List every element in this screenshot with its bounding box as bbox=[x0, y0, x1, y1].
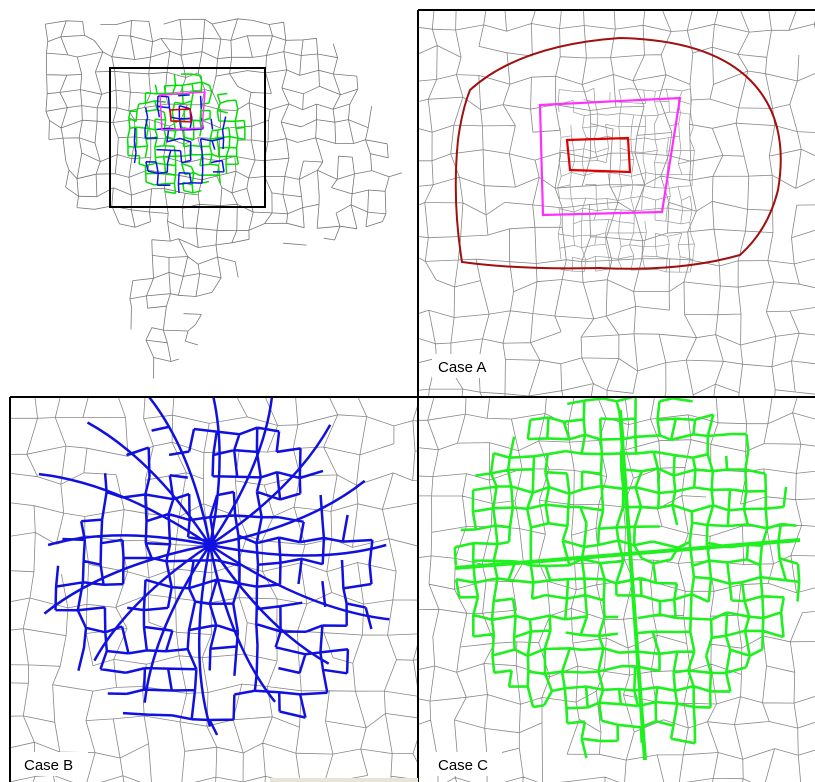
road-network bbox=[45, 19, 402, 379]
scrap bbox=[270, 778, 418, 782]
case-c-panel bbox=[399, 384, 815, 782]
overview-panel bbox=[45, 19, 402, 379]
radial-roads bbox=[39, 384, 389, 727]
road-network bbox=[455, 396, 799, 758]
map-figure: Case A Case B Case C bbox=[0, 0, 815, 782]
case-label: Case C bbox=[438, 757, 488, 774]
case-b-panel bbox=[0, 382, 457, 782]
page: Case A Case B Case C (() => { const data… bbox=[0, 0, 815, 782]
case-label: Case A bbox=[438, 359, 486, 376]
road-network bbox=[56, 427, 373, 735]
road-network bbox=[558, 88, 695, 272]
zone-outline bbox=[540, 98, 680, 215]
panel-borders bbox=[10, 10, 815, 782]
case-label: Case B bbox=[24, 757, 73, 774]
